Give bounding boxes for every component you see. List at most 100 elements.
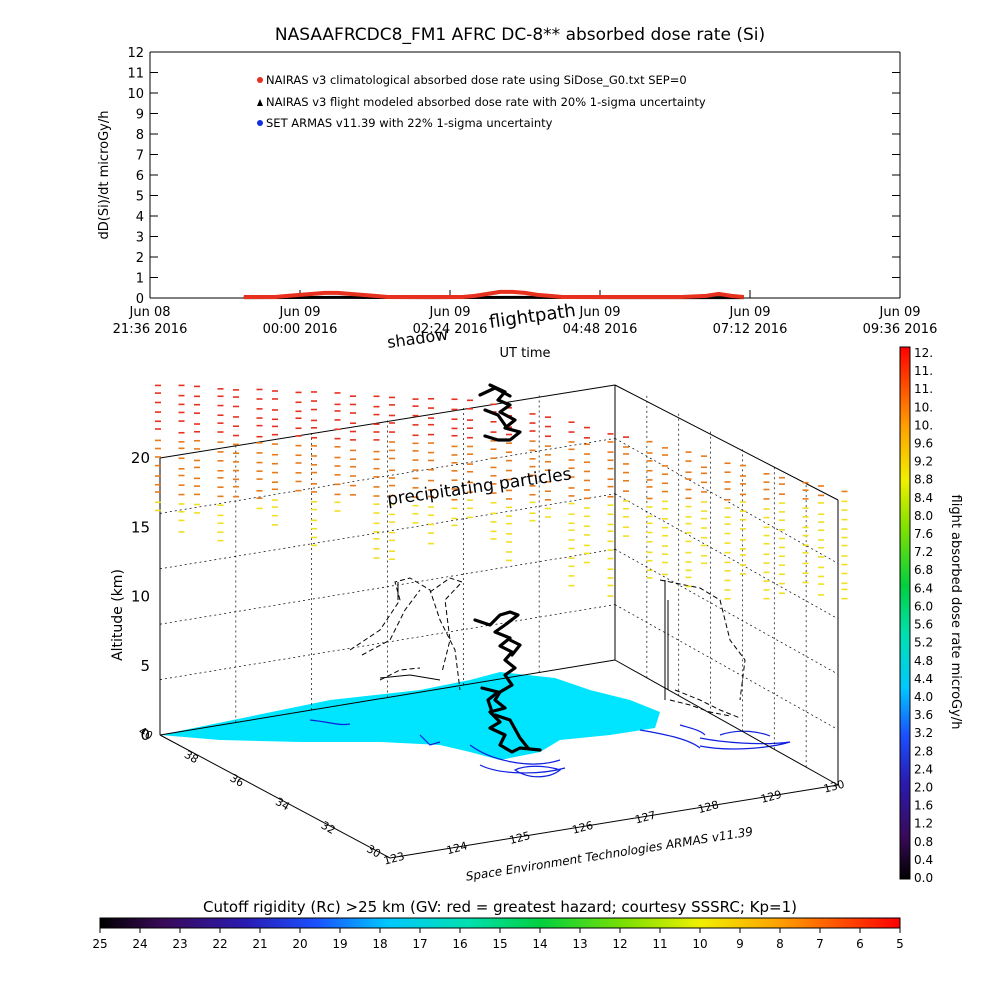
y-tick-label: 0 (136, 292, 144, 307)
y-tick-label: 9 (136, 108, 144, 123)
altitude-tick-label: 15 (131, 518, 150, 536)
cutoff-tick-label: 14 (532, 937, 547, 951)
y-tick-label: 3 (136, 231, 144, 246)
latitude-ticks: 30 32 34 36 38 40 (136, 724, 383, 860)
altitude-tick-label: 10 (131, 588, 150, 606)
dose-colorbar-tick-label: 5.2 (914, 636, 933, 650)
x-tick-label-date: Jun 09 (279, 305, 321, 320)
top-series-group (243, 289, 744, 300)
legend-marker-armas (257, 120, 263, 126)
dose-colorbar-tick-label: 9.6 (914, 437, 933, 451)
top-legend: NAIRAS v3 climatological absorbed dose r… (257, 73, 706, 130)
top-x-ticks: Jun 08 21:36 2016 Jun 09 00:00 2016 Jun 09 02… (113, 290, 938, 337)
dose-colorbar-tick-label: 8.4 (914, 491, 933, 505)
cutoff-rigidity-title: Cutoff rigidity (Rc) >25 km (GV: red = g… (203, 898, 797, 916)
y-tick-label: 10 (127, 87, 144, 102)
dose-colorbar-tick-label: 3.2 (914, 726, 933, 740)
altitude-tick-label: 20 (131, 449, 150, 467)
cutoff-tick-label: 17 (412, 937, 427, 951)
longitude-tick-label: 123 (382, 850, 406, 868)
dose-colorbar-tick-label: 4.8 (914, 654, 933, 668)
flight-path (473, 383, 542, 754)
cutoff-tick-label: 25 (92, 937, 107, 951)
legend-label-armas: SET ARMAS v11.39 with 22% 1-sigma uncert… (266, 116, 553, 130)
dose-colorbar-label: flight absorbed dose rate microGy/h (948, 495, 963, 730)
longitude-tick-label: 125 (508, 829, 532, 847)
cutoff-tick-label: 20 (292, 937, 307, 951)
legend-marker-flight-modeled (257, 99, 263, 106)
cutoff-tick-label: 19 (332, 937, 347, 951)
altitude-ticks: 0 5 10 15 20 (131, 449, 150, 744)
y-tick-label: 7 (136, 149, 144, 164)
latitude-tick-label: 36 (228, 772, 247, 790)
y-tick-label: 8 (136, 128, 144, 143)
annotation-precipitating-particles: precipitating particles (386, 464, 573, 510)
dose-colorbar-tick-label: 0.4 (914, 853, 933, 867)
dose-colorbar-tick-label: 11. (914, 364, 933, 378)
dose-colorbar-tick-label: 0.8 (914, 835, 933, 849)
dose-colorbar-tick-label: 2.8 (914, 744, 933, 758)
altitude-tick-label: 5 (140, 657, 150, 675)
annotation-shadow: shadow (386, 325, 449, 352)
x-tick-label-date: Jun 09 (729, 305, 771, 320)
dose-colorbar-tick-label: 8.0 (914, 509, 933, 523)
x-tick-label-date: Jun 09 (879, 305, 921, 320)
x-tick-label-time: 07:12 2016 (713, 322, 788, 337)
cutoff-tick-label: 9 (736, 937, 744, 951)
longitude-tick-label: 126 (571, 819, 595, 837)
y-tick-label: 1 (136, 272, 144, 287)
dose-colorbar-tick-label: 7.6 (914, 527, 933, 541)
cutoff-colorbar-ticks: 25 24 23 22 21 20 19 18 17 16 15 14 13 12 11 10 9 8 7 6 5 (92, 928, 904, 951)
dose-colorbar-tick-label: 6.4 (914, 581, 933, 595)
dose-colorbar-tick-label: 8.8 (914, 473, 933, 487)
cutoff-tick-label: 21 (252, 937, 267, 951)
dose-colorbar-tick-label: 10. (914, 418, 933, 432)
dose-colorbar-tick-label: 10. (914, 400, 933, 414)
cutoff-tick-label: 18 (372, 937, 387, 951)
altitude-axis-label: Altitude (km) (110, 569, 126, 661)
latitude-tick-label: 32 (319, 819, 338, 837)
x-tick-label-date: Jun 08 (129, 305, 171, 320)
y-tick-label: 12 (127, 46, 144, 61)
cutoff-tick-label: 23 (172, 937, 187, 951)
longitude-tick-label: 124 (445, 839, 469, 857)
dose-colorbar-tick-label: 4.0 (914, 690, 933, 704)
climatological-line (243, 289, 744, 299)
y-tick-label: 11 (127, 67, 144, 82)
cutoff-tick-label: 16 (452, 937, 467, 951)
x-tick-label-time: 21:36 2016 (113, 322, 188, 337)
dose-colorbar-tick-label: 6.0 (914, 599, 933, 613)
cutoff-colorbar: 25 24 23 22 21 20 19 18 17 16 15 14 13 12 11 10 9 8 7 6 5 (92, 917, 904, 951)
shadow-dashes (349, 577, 746, 719)
cutoff-tick-label: 22 (212, 937, 227, 951)
sea-surface (160, 672, 660, 760)
dose-colorbar-tick-label: 3.6 (914, 708, 933, 722)
x-tick-label-date: Jun 09 (429, 305, 471, 320)
cutoff-tick-label: 11 (652, 937, 667, 951)
latitude-tick-label: 40 (136, 724, 155, 742)
longitude-tick-label: 130 (822, 778, 846, 796)
dose-colorbar-tick-label: 1.2 (914, 817, 933, 831)
dose-colorbar-tick-label: 5.6 (914, 618, 933, 632)
x-tick-label-time: 09:36 2016 (863, 322, 938, 337)
latitude-tick-label: 30 (364, 842, 383, 860)
dose-colorbar-ticks: 0.0 0.4 0.8 1.2 1.6 2.0 2.4 2.8 3.2 3.6 4.0 4.4 4.8 5… (914, 346, 933, 885)
dose-colorbar-tick-label: 0.0 (914, 871, 933, 885)
legend-marker-climatological (257, 77, 263, 83)
legend-label-climatological: NAIRAS v3 climatological absorbed dose r… (266, 73, 687, 87)
dose-colorbar-tick-label: 9.2 (914, 455, 933, 469)
longitude-tick-label: 127 (634, 808, 658, 826)
coast-contours (309, 719, 791, 778)
longitude-tick-label: 128 (697, 798, 721, 816)
top-y-axis-label: dD(Si)/dt microGy/h (97, 111, 112, 240)
legend-label-flight-modeled: NAIRAS v3 flight modeled absorbed dose r… (266, 95, 706, 109)
grid-line-right (614, 548, 839, 675)
floor-solid-lines (379, 580, 669, 700)
dose-colorbar-tick-label: 2.0 (914, 780, 933, 794)
cutoff-tick-label: 8 (776, 937, 784, 951)
cutoff-tick-label: 24 (132, 937, 147, 951)
x-tick-label-date: Jun 09 (579, 305, 621, 320)
cutoff-tick-label: 5 (896, 937, 904, 951)
cutoff-tick-label: 7 (816, 937, 824, 951)
